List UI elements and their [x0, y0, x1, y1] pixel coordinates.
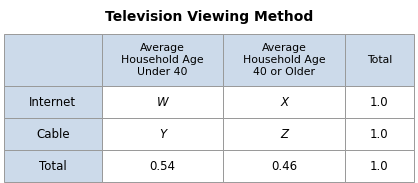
- Text: X: X: [280, 96, 288, 109]
- Bar: [102, 34, 223, 86]
- Bar: [345, 118, 414, 150]
- Bar: [223, 86, 345, 118]
- Text: 0.54: 0.54: [150, 160, 176, 173]
- Text: Average
Household Age
40 or Older: Average Household Age 40 or Older: [243, 43, 325, 77]
- Text: 1.0: 1.0: [370, 160, 389, 173]
- Bar: [345, 86, 414, 118]
- Text: 1.0: 1.0: [370, 128, 389, 141]
- Text: 0.46: 0.46: [271, 160, 297, 173]
- Bar: [345, 150, 414, 182]
- Bar: [223, 118, 345, 150]
- Bar: [4, 86, 102, 118]
- Text: Cable: Cable: [36, 128, 70, 141]
- Bar: [223, 34, 345, 86]
- Text: Total: Total: [367, 55, 392, 65]
- Bar: [102, 86, 223, 118]
- Text: Y: Y: [159, 128, 166, 141]
- Text: Television Viewing Method: Television Viewing Method: [105, 10, 313, 24]
- Text: Internet: Internet: [29, 96, 76, 109]
- Bar: [4, 118, 102, 150]
- Bar: [102, 118, 223, 150]
- Bar: [4, 150, 102, 182]
- Text: 1.0: 1.0: [370, 96, 389, 109]
- Text: Total: Total: [39, 160, 67, 173]
- Bar: [102, 150, 223, 182]
- Bar: [345, 34, 414, 86]
- Text: W: W: [157, 96, 168, 109]
- Text: Average
Household Age
Under 40: Average Household Age Under 40: [121, 43, 204, 77]
- Bar: [223, 150, 345, 182]
- Bar: [4, 34, 102, 86]
- Text: Z: Z: [280, 128, 288, 141]
